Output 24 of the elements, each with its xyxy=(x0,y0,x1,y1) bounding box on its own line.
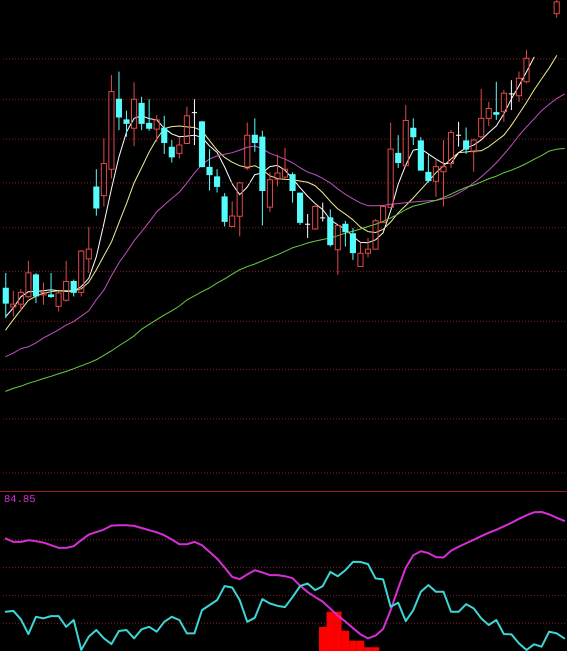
candlestick xyxy=(456,121,462,148)
candlestick xyxy=(350,228,356,260)
candlestick xyxy=(206,148,213,192)
text: 84.85 xyxy=(4,494,36,506)
candlestick xyxy=(214,168,220,193)
candlestick xyxy=(2,272,9,319)
candlestick xyxy=(222,192,228,227)
candlestick xyxy=(154,114,160,142)
candlestick xyxy=(463,127,470,154)
candlestick xyxy=(508,80,514,111)
candlestick xyxy=(123,110,130,138)
candlestick xyxy=(554,0,560,18)
candlestick xyxy=(395,134,402,168)
candlestick xyxy=(40,282,47,306)
candlestick xyxy=(131,82,138,147)
candlestick xyxy=(161,115,168,154)
candlestick xyxy=(191,98,198,146)
candlestick xyxy=(32,272,40,304)
candlestick xyxy=(93,168,100,216)
candlestick xyxy=(304,214,311,238)
candlestick xyxy=(410,118,416,146)
candlestick xyxy=(116,71,122,131)
candlestick xyxy=(493,81,500,120)
candlestick xyxy=(176,136,182,159)
